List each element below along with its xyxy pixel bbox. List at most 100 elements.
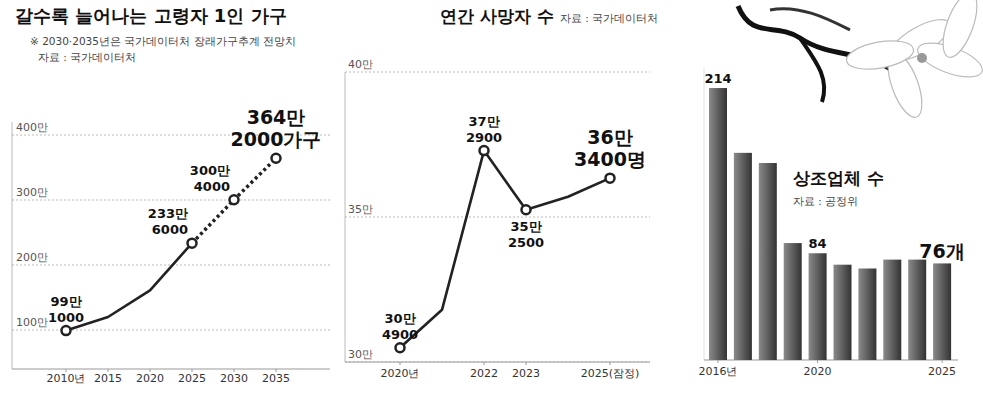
title: 연간 사망자 수 [440, 6, 554, 26]
x-tick [484, 362, 485, 365]
y-tick-label: 100만 [16, 316, 48, 329]
label-line: 30만 [384, 311, 415, 326]
label-line: 300만 [190, 163, 230, 178]
label-line: 35만 [510, 219, 541, 234]
source: 자료 : 국가데이터처 [38, 51, 136, 63]
x-tick-label: 2022 [470, 367, 498, 380]
plot-area [62, 154, 281, 335]
bar [709, 88, 727, 360]
data-point [272, 154, 281, 163]
x-tick-label: 2010년 [47, 372, 86, 385]
source: 자료 : 공정위 [793, 195, 858, 207]
label-line: 37만 [468, 114, 499, 129]
y-tick-label: 300만 [16, 186, 48, 199]
x-tick-label: 2020 [804, 365, 832, 378]
x-tick-label: 2035 [262, 372, 290, 385]
x-tick [942, 360, 943, 363]
data-label: 300만4000 [190, 163, 230, 194]
label-line: 2900 [466, 130, 502, 145]
x-tick-label: 2015 [94, 372, 122, 385]
label-line: 6000 [152, 222, 188, 237]
bar-chart: 상조업체 수자료 : 공정위2016년202020252148476개 [699, 68, 965, 378]
bar [784, 243, 802, 360]
title: 갈수록 늘어나는 고령자 1인 가구 [15, 5, 287, 26]
data-label: 233만6000 [148, 206, 188, 237]
y-tick-label: 40만 [348, 58, 373, 71]
grid-line [345, 217, 650, 218]
y-tick-label: 400만 [16, 121, 48, 134]
x-tick [526, 362, 527, 365]
bar [834, 265, 852, 360]
x-tick [718, 360, 719, 363]
data-point [480, 146, 489, 155]
bar [759, 163, 777, 360]
label-line: 36만 [587, 126, 632, 148]
data-label: 37만2900 [466, 114, 502, 145]
petal [844, 36, 915, 73]
x-tick [610, 362, 611, 365]
flower-center [917, 53, 927, 63]
x-tick-label: 2025(잠정) [581, 367, 640, 380]
label-line: 4900 [382, 327, 418, 342]
data-line [66, 243, 192, 330]
x-tick-label: 2020 [136, 372, 164, 385]
bar [883, 260, 901, 360]
label-line: 1000 [48, 310, 84, 325]
data-line [400, 151, 610, 348]
x-tick-label: 2025 [928, 365, 956, 378]
data-label: 214 [704, 71, 731, 86]
petal [936, 0, 983, 61]
x-tick-label: 2020년 [381, 367, 420, 380]
source: 자료 : 국가데이터처 [560, 12, 658, 24]
data-point [522, 205, 531, 214]
data-label: 35만2500 [508, 219, 544, 250]
x-axis [12, 369, 330, 370]
bar [809, 253, 827, 360]
grid-line [345, 362, 650, 363]
x-axis [345, 362, 650, 363]
x-tick-label: 2023 [512, 367, 540, 380]
data-label: 84 [809, 236, 827, 251]
y-tick-label: 200만 [16, 251, 48, 264]
grid-line [12, 330, 330, 331]
data-label: 36만3400명 [574, 126, 646, 170]
label-line: 233만 [148, 206, 188, 221]
bar [908, 260, 926, 360]
line-chart: 갈수록 늘어나는 고령자 1인 가구 ※ 2030·2035년은 국가데이터처 장… [12, 5, 330, 385]
data-point [230, 195, 239, 204]
x-tick [400, 362, 401, 365]
line-chart: 연간 사망자 수 자료 : 국가데이터처 30만 35만 40만 2020년 2022 202… [345, 6, 658, 380]
bar [933, 263, 951, 360]
plot-area [396, 146, 615, 352]
y-axis [12, 122, 13, 369]
x-tick-label: 2016년 [699, 365, 738, 378]
bar [858, 268, 876, 360]
plot-area [709, 88, 951, 360]
label-line: 2000가구 [231, 128, 322, 150]
data-point [62, 326, 71, 335]
data-point [188, 239, 197, 248]
y-axis [704, 68, 705, 360]
label-line: 3400명 [574, 148, 646, 170]
data-label: 76개 [919, 240, 964, 262]
y-tick-label: 30만 [348, 348, 373, 361]
chart-canvas: 갈수록 늘어나는 고령자 1인 가구 ※ 2030·2035년은 국가데이터처 장… [0, 0, 983, 394]
ribbon [770, 9, 850, 30]
subtitle: ※ 2030·2035년은 국가데이터처 장래가구추계 전망치 [30, 35, 296, 47]
x-tick-label: 2025 [178, 372, 206, 385]
label-line: 364만 [247, 106, 306, 128]
decoration [738, 0, 983, 121]
data-point [606, 174, 615, 183]
ribbon [800, 38, 824, 102]
label-line: 2500 [508, 235, 544, 250]
data-label: 30만4900 [382, 311, 418, 342]
grid-line [12, 200, 330, 201]
x-tick-label: 2030 [220, 372, 248, 385]
bar [734, 153, 752, 360]
data-point [396, 343, 405, 352]
data-label: 364만2000가구 [231, 106, 322, 150]
y-tick-label: 35만 [348, 203, 373, 216]
data-label: 99만1000 [48, 294, 84, 325]
x-tick [817, 360, 818, 363]
grid-line [345, 72, 650, 73]
